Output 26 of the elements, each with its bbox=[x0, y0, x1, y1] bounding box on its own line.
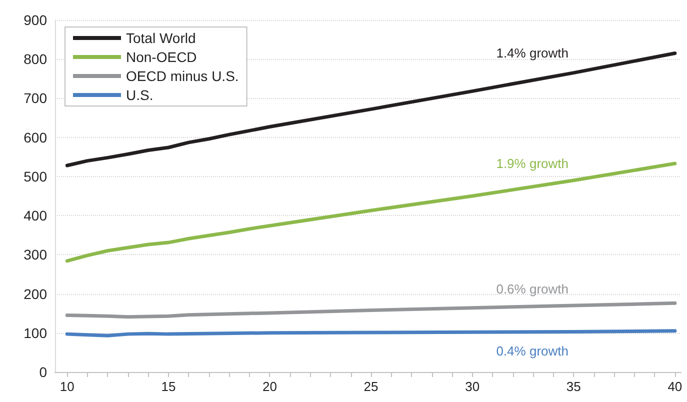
y-tick-label: 500 bbox=[24, 168, 48, 184]
legend-label: OECD minus U.S. bbox=[126, 68, 239, 84]
x-tick-label: 30 bbox=[465, 379, 480, 394]
y-tick-label: 300 bbox=[24, 246, 48, 263]
legend-label: U.S. bbox=[126, 87, 154, 103]
y-tick-label: 900 bbox=[24, 12, 48, 28]
x-tick-label: 25 bbox=[364, 379, 378, 394]
x-tick-label: 40 bbox=[668, 379, 682, 394]
x-tick-label: 15 bbox=[161, 379, 176, 394]
y-tick-label: 800 bbox=[24, 51, 48, 68]
legend-label: Total World bbox=[126, 30, 196, 46]
annotation: 0.4% growth bbox=[496, 343, 568, 358]
line-series bbox=[65, 301, 677, 319]
y-tick-label: 600 bbox=[24, 129, 48, 146]
y-tick-label: 700 bbox=[24, 90, 48, 106]
y-tick-label: 0 bbox=[39, 364, 48, 380]
legend-label: Non-OECD bbox=[126, 49, 197, 65]
y-tick-label: 200 bbox=[24, 286, 48, 302]
annotation: 1.9% growth bbox=[496, 156, 568, 172]
annotation: 1.4% growth bbox=[496, 46, 568, 61]
annotation: 0.6% growth bbox=[496, 282, 568, 297]
x-tick-label: 10 bbox=[60, 379, 74, 394]
x-tick-label: 35 bbox=[566, 379, 581, 394]
x-tick-label: 20 bbox=[262, 379, 277, 394]
y-tick-label: 400 bbox=[24, 208, 48, 224]
y-tick-label: 100 bbox=[24, 324, 48, 341]
